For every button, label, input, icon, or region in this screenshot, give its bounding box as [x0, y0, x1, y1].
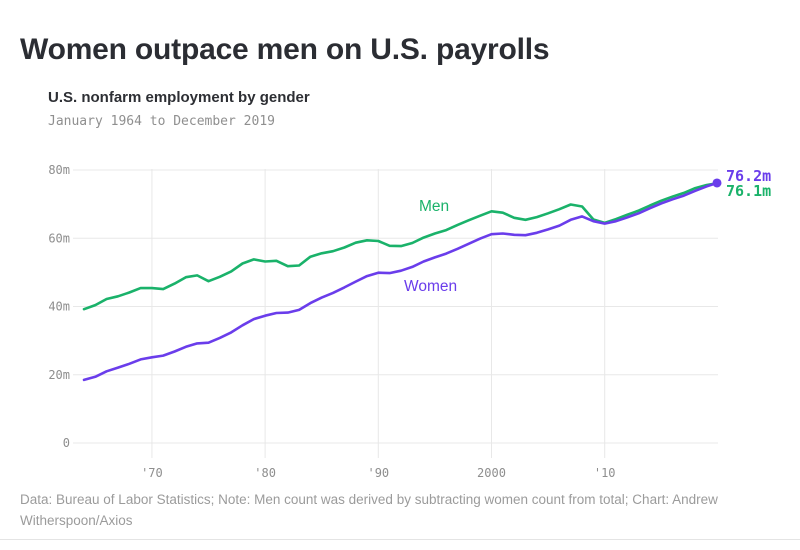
- y-tick-label: 80m: [48, 163, 70, 177]
- men-line-label: Men: [419, 198, 449, 215]
- x-tick-label: '70: [141, 466, 163, 480]
- x-tick-label: '10: [594, 466, 616, 480]
- women-line-label: Women: [404, 278, 457, 295]
- bottom-divider: [0, 539, 800, 540]
- series-end-dot: [712, 178, 722, 188]
- x-tick-label: '90: [367, 466, 389, 480]
- men-end-value: 76.1m: [726, 182, 771, 200]
- y-tick-label: 0: [63, 436, 70, 450]
- chart-subtitle: U.S. nonfarm employment by gender: [48, 89, 310, 106]
- y-tick-label: 20m: [48, 368, 70, 382]
- chart-period: January 1964 to December 2019: [48, 114, 275, 129]
- source-note: Data: Bureau of Labor Statistics; Note: …: [20, 492, 718, 528]
- y-tick-label: 60m: [48, 231, 70, 245]
- y-tick-label: 40m: [48, 300, 70, 314]
- x-tick-label: 2000: [477, 466, 506, 480]
- x-tick-label: '80: [254, 466, 276, 480]
- series-line-men: [82, 182, 719, 311]
- series-line-women: [82, 181, 719, 382]
- women-end-value: 76.2m: [726, 167, 771, 185]
- page-title: Women outpace men on U.S. payrolls: [20, 33, 550, 67]
